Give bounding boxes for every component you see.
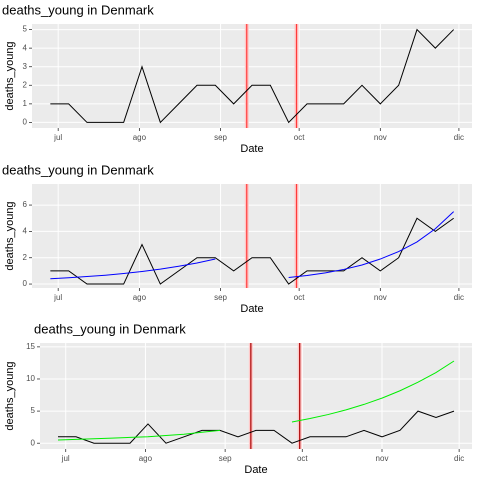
x-tick-label: sep [214,293,227,302]
x-tick-label: sep [219,454,232,463]
series-line [291,360,455,423]
series-line [288,211,455,278]
x-tick-label: dic [454,133,464,142]
y-axis-label: deaths_young [4,361,16,430]
y-tick-label: 4 [23,227,28,236]
y-tick-label: 6 [23,200,28,209]
y-tick-label: 5 [31,406,36,415]
y-axis-label: deaths_young [4,41,16,110]
x-tick-label: oct [294,293,305,302]
chart-title: deaths_young in Denmark [2,2,154,17]
series-line [58,410,455,444]
series-line [57,429,221,441]
x-axis-label: Date [240,143,263,155]
y-tick-label: 2 [23,80,28,89]
x-tick-label: nov [374,293,387,302]
x-tick-label: sep [214,133,227,142]
x-tick-label: jul [53,133,62,142]
y-tick-label: 10 [26,374,35,383]
y-tick-label: 0 [23,279,28,288]
x-axis-label: Date [240,303,263,315]
plot-panel [32,184,472,288]
x-tick-label: jul [53,293,62,302]
chart-title: deaths_young in Denmark [2,162,154,177]
x-tick-label: dic [454,454,464,463]
x-tick-label: jul [61,454,70,463]
series-line [50,217,454,285]
x-tick-label: nov [374,133,387,142]
x-tick-label: oct [297,454,308,463]
y-tick-label: 3 [23,62,28,71]
x-tick-label: ago [139,454,153,463]
x-tick-label: dic [454,293,464,302]
x-axis-label: Date [244,464,267,476]
plot-panel [32,24,472,128]
series-line [50,258,216,280]
y-tick-label: 15 [26,342,35,351]
chart-title: deaths_young in Denmark [34,321,186,336]
x-tick-label: ago [133,293,147,302]
x-tick-label: oct [294,133,305,142]
y-axis-label: deaths_young [4,201,16,270]
x-tick-label: nov [376,454,389,463]
y-tick-label: 2 [23,253,28,262]
y-tick-label: 1 [23,99,28,108]
y-tick-label: 5 [23,25,28,34]
y-tick-label: 4 [23,43,28,52]
series-line [50,28,455,124]
x-tick-label: ago [133,133,147,142]
y-tick-label: 0 [31,438,36,447]
y-tick-label: 0 [23,118,28,127]
plot-panel [40,343,472,449]
